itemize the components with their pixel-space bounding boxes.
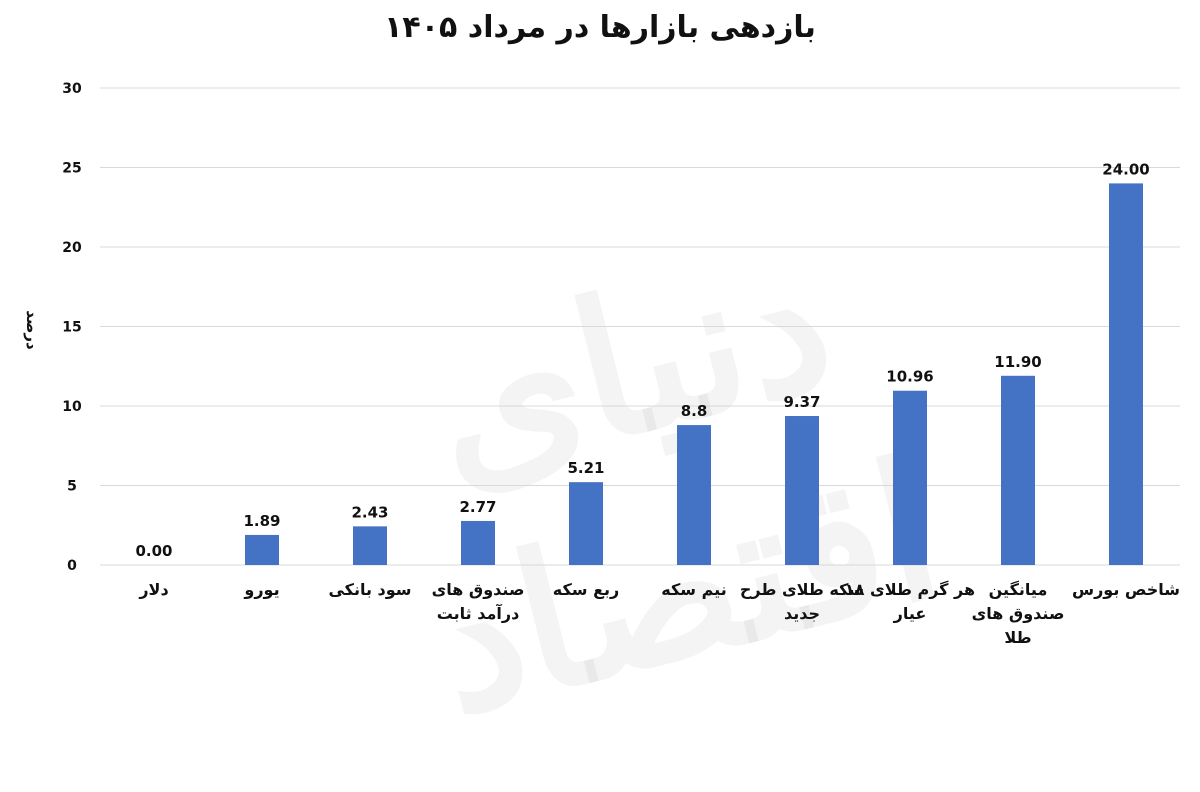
bar xyxy=(677,425,711,565)
category-label-line: صندوق های xyxy=(972,604,1065,623)
category-label-line: نیم سکه xyxy=(661,580,726,599)
category-label-line: عیار xyxy=(893,604,927,623)
bars xyxy=(245,183,1143,565)
category-label-line: درآمد ثابت xyxy=(437,603,520,623)
y-axis-ticks: 0 5 10 15 20 25 30 xyxy=(62,81,82,574)
category-labels: دلار یورو سود بانکی صندوق های درآمد ثابت ربع … xyxy=(138,580,1180,647)
category-label-line: هر گرم طلای ۱۸ xyxy=(845,580,975,599)
bar xyxy=(569,482,603,565)
data-label: 2.43 xyxy=(351,503,388,521)
data-label: 9.37 xyxy=(783,393,820,411)
category-label-line: ربع سکه xyxy=(553,580,619,599)
bar xyxy=(461,520,495,565)
data-label: 11.90 xyxy=(994,353,1041,371)
category-label: میانگین صندوق های طلا xyxy=(972,580,1065,647)
data-label: 2.77 xyxy=(459,498,496,516)
y-tick-label: 0 xyxy=(67,558,77,574)
bar xyxy=(245,534,279,565)
category-label: دلار xyxy=(138,580,168,599)
y-tick-label: 5 xyxy=(67,479,77,495)
bar xyxy=(785,416,819,565)
data-label: 0.00 xyxy=(135,542,172,560)
category-label-line: دلار xyxy=(138,580,168,599)
category-label: صندوق های درآمد ثابت xyxy=(432,580,525,623)
category-label: ربع سکه xyxy=(553,580,619,599)
category-label-line: یورو xyxy=(243,580,279,599)
y-tick-label: 30 xyxy=(62,81,82,97)
category-label-line: شاخص بورس xyxy=(1072,580,1180,599)
category-label: یورو xyxy=(243,580,279,599)
data-label: 8.8 xyxy=(681,402,708,420)
category-label-line: صندوق های xyxy=(432,580,525,599)
category-label: هر گرم طلای ۱۸ عیار xyxy=(845,580,975,623)
chart-title: بازدهی بازارها در مرداد ۱۴۰۵ xyxy=(384,10,816,45)
bar xyxy=(893,390,927,565)
bar xyxy=(1109,183,1143,565)
category-label-line: میانگین xyxy=(989,580,1048,599)
y-tick-label: 15 xyxy=(62,320,81,336)
gridlines xyxy=(100,87,1180,566)
category-label-line: طلا xyxy=(1004,628,1031,647)
data-label: 10.96 xyxy=(886,368,933,386)
y-axis-title: درصد xyxy=(23,310,41,350)
y-tick-label: 10 xyxy=(62,399,82,415)
bar xyxy=(1001,375,1035,565)
y-tick-label: 20 xyxy=(62,240,82,256)
data-label: 1.89 xyxy=(243,512,280,530)
data-labels: 0.00 1.89 2.43 2.77 5.21 8.8 9.37 10.96 11.90 24.… xyxy=(135,160,1149,560)
data-label: 5.21 xyxy=(567,459,604,477)
category-label-line: سود بانکی xyxy=(328,580,411,599)
category-label: سکه طلای طرح جدید xyxy=(740,580,864,623)
category-label: نیم سکه xyxy=(661,580,726,599)
category-label-line: جدید xyxy=(784,604,820,623)
category-label: شاخص بورس xyxy=(1072,580,1180,599)
bar xyxy=(353,526,387,565)
category-label: سود بانکی xyxy=(328,580,411,599)
y-tick-label: 25 xyxy=(62,161,81,177)
bar-chart: 0 5 10 15 20 25 30 0.00 1.89 2.43 2.77 5.21 8.8 9.37… xyxy=(23,81,1180,647)
data-label: 24.00 xyxy=(1102,160,1149,178)
category-label-line: سکه طلای طرح xyxy=(740,580,864,599)
